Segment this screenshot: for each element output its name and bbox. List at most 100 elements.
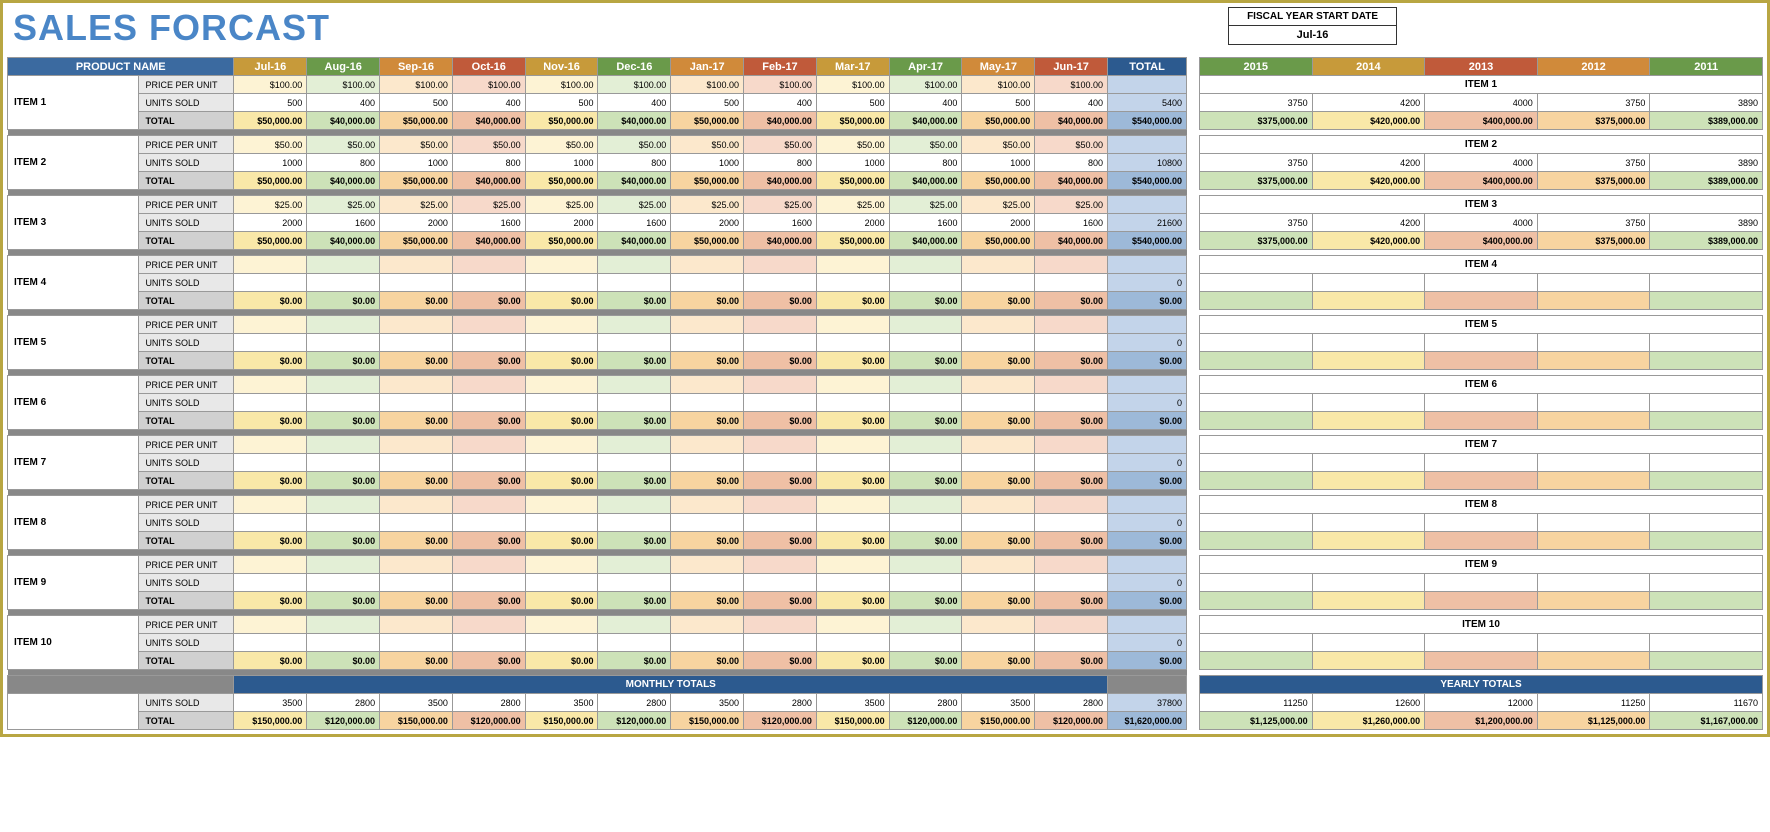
units-cell[interactable] bbox=[744, 634, 817, 652]
ppu-cell[interactable] bbox=[525, 616, 598, 634]
ppu-cell[interactable]: $100.00 bbox=[671, 76, 744, 94]
ppu-cell[interactable] bbox=[234, 316, 307, 334]
ppu-cell[interactable] bbox=[671, 496, 744, 514]
units-cell[interactable] bbox=[307, 634, 380, 652]
history-units-cell[interactable]: 4000 bbox=[1425, 94, 1538, 112]
ppu-cell[interactable]: $100.00 bbox=[598, 76, 671, 94]
ppu-cell[interactable] bbox=[452, 376, 525, 394]
units-cell[interactable]: 800 bbox=[307, 154, 380, 172]
ppu-cell[interactable]: $50.00 bbox=[525, 136, 598, 154]
units-cell[interactable] bbox=[234, 634, 307, 652]
ppu-cell[interactable] bbox=[889, 556, 962, 574]
ppu-cell[interactable]: $100.00 bbox=[234, 76, 307, 94]
units-cell[interactable] bbox=[962, 334, 1035, 352]
ppu-cell[interactable]: $25.00 bbox=[744, 196, 817, 214]
units-cell[interactable]: 500 bbox=[525, 94, 598, 112]
units-cell[interactable]: 500 bbox=[380, 94, 453, 112]
units-cell[interactable]: 2000 bbox=[816, 214, 889, 232]
history-units-cell[interactable]: 3890 bbox=[1650, 214, 1763, 232]
history-units-cell[interactable] bbox=[1425, 514, 1538, 532]
history-units-cell[interactable] bbox=[1425, 334, 1538, 352]
units-cell[interactable]: 1600 bbox=[889, 214, 962, 232]
units-cell[interactable]: 1000 bbox=[816, 154, 889, 172]
units-cell[interactable]: 2000 bbox=[671, 214, 744, 232]
units-cell[interactable] bbox=[234, 514, 307, 532]
ppu-cell[interactable] bbox=[744, 316, 817, 334]
ppu-cell[interactable] bbox=[452, 256, 525, 274]
ppu-cell[interactable] bbox=[816, 616, 889, 634]
ppu-cell[interactable]: $25.00 bbox=[1035, 196, 1108, 214]
units-cell[interactable] bbox=[598, 274, 671, 292]
ppu-cell[interactable] bbox=[452, 316, 525, 334]
ppu-cell[interactable]: $100.00 bbox=[380, 76, 453, 94]
ppu-cell[interactable] bbox=[671, 316, 744, 334]
ppu-cell[interactable] bbox=[380, 616, 453, 634]
ppu-cell[interactable]: $50.00 bbox=[307, 136, 380, 154]
units-cell[interactable] bbox=[598, 514, 671, 532]
ppu-cell[interactable] bbox=[962, 616, 1035, 634]
units-cell[interactable] bbox=[671, 334, 744, 352]
units-cell[interactable] bbox=[380, 634, 453, 652]
units-cell[interactable]: 1000 bbox=[962, 154, 1035, 172]
ppu-cell[interactable]: $100.00 bbox=[816, 76, 889, 94]
ppu-cell[interactable]: $50.00 bbox=[889, 136, 962, 154]
units-cell[interactable] bbox=[1035, 634, 1108, 652]
ppu-cell[interactable]: $25.00 bbox=[234, 196, 307, 214]
ppu-cell[interactable] bbox=[598, 316, 671, 334]
units-cell[interactable] bbox=[598, 634, 671, 652]
units-cell[interactable] bbox=[380, 394, 453, 412]
ppu-cell[interactable] bbox=[889, 316, 962, 334]
ppu-cell[interactable] bbox=[889, 616, 962, 634]
history-units-cell[interactable] bbox=[1650, 574, 1763, 592]
units-cell[interactable]: 800 bbox=[598, 154, 671, 172]
history-units-cell[interactable] bbox=[1425, 574, 1538, 592]
history-units-cell[interactable]: 3890 bbox=[1650, 94, 1763, 112]
units-cell[interactable] bbox=[962, 514, 1035, 532]
ppu-cell[interactable]: $25.00 bbox=[889, 196, 962, 214]
ppu-cell[interactable]: $50.00 bbox=[380, 136, 453, 154]
ppu-cell[interactable]: $25.00 bbox=[671, 196, 744, 214]
units-cell[interactable] bbox=[816, 274, 889, 292]
history-units-cell[interactable]: 4000 bbox=[1425, 154, 1538, 172]
units-cell[interactable]: 400 bbox=[598, 94, 671, 112]
ppu-cell[interactable]: $50.00 bbox=[452, 136, 525, 154]
ppu-cell[interactable]: $100.00 bbox=[525, 76, 598, 94]
ppu-cell[interactable] bbox=[816, 556, 889, 574]
history-units-cell[interactable]: 4000 bbox=[1425, 214, 1538, 232]
fiscal-year-value[interactable]: Jul-16 bbox=[1228, 26, 1397, 45]
ppu-cell[interactable] bbox=[1035, 316, 1108, 334]
history-units-cell[interactable] bbox=[1425, 634, 1538, 652]
ppu-cell[interactable]: $100.00 bbox=[1035, 76, 1108, 94]
units-cell[interactable] bbox=[380, 334, 453, 352]
ppu-cell[interactable] bbox=[452, 496, 525, 514]
units-cell[interactable] bbox=[671, 454, 744, 472]
ppu-cell[interactable]: $100.00 bbox=[889, 76, 962, 94]
history-units-cell[interactable]: 3750 bbox=[1537, 94, 1650, 112]
ppu-cell[interactable] bbox=[962, 376, 1035, 394]
history-units-cell[interactable] bbox=[1650, 274, 1763, 292]
ppu-cell[interactable] bbox=[1035, 436, 1108, 454]
history-units-cell[interactable] bbox=[1200, 394, 1313, 412]
ppu-cell[interactable] bbox=[816, 436, 889, 454]
units-cell[interactable] bbox=[816, 454, 889, 472]
units-cell[interactable]: 2000 bbox=[962, 214, 1035, 232]
units-cell[interactable]: 400 bbox=[452, 94, 525, 112]
ppu-cell[interactable]: $25.00 bbox=[452, 196, 525, 214]
ppu-cell[interactable] bbox=[671, 256, 744, 274]
history-units-cell[interactable] bbox=[1425, 454, 1538, 472]
units-cell[interactable]: 2000 bbox=[380, 214, 453, 232]
ppu-cell[interactable]: $25.00 bbox=[380, 196, 453, 214]
units-cell[interactable]: 1000 bbox=[234, 154, 307, 172]
ppu-cell[interactable] bbox=[1035, 376, 1108, 394]
units-cell[interactable] bbox=[598, 334, 671, 352]
units-cell[interactable] bbox=[1035, 454, 1108, 472]
history-units-cell[interactable] bbox=[1537, 454, 1650, 472]
ppu-cell[interactable] bbox=[816, 376, 889, 394]
ppu-cell[interactable]: $50.00 bbox=[744, 136, 817, 154]
units-cell[interactable] bbox=[234, 574, 307, 592]
units-cell[interactable] bbox=[671, 574, 744, 592]
ppu-cell[interactable]: $50.00 bbox=[1035, 136, 1108, 154]
history-units-cell[interactable]: 3750 bbox=[1200, 94, 1313, 112]
units-cell[interactable] bbox=[962, 574, 1035, 592]
ppu-cell[interactable] bbox=[380, 256, 453, 274]
